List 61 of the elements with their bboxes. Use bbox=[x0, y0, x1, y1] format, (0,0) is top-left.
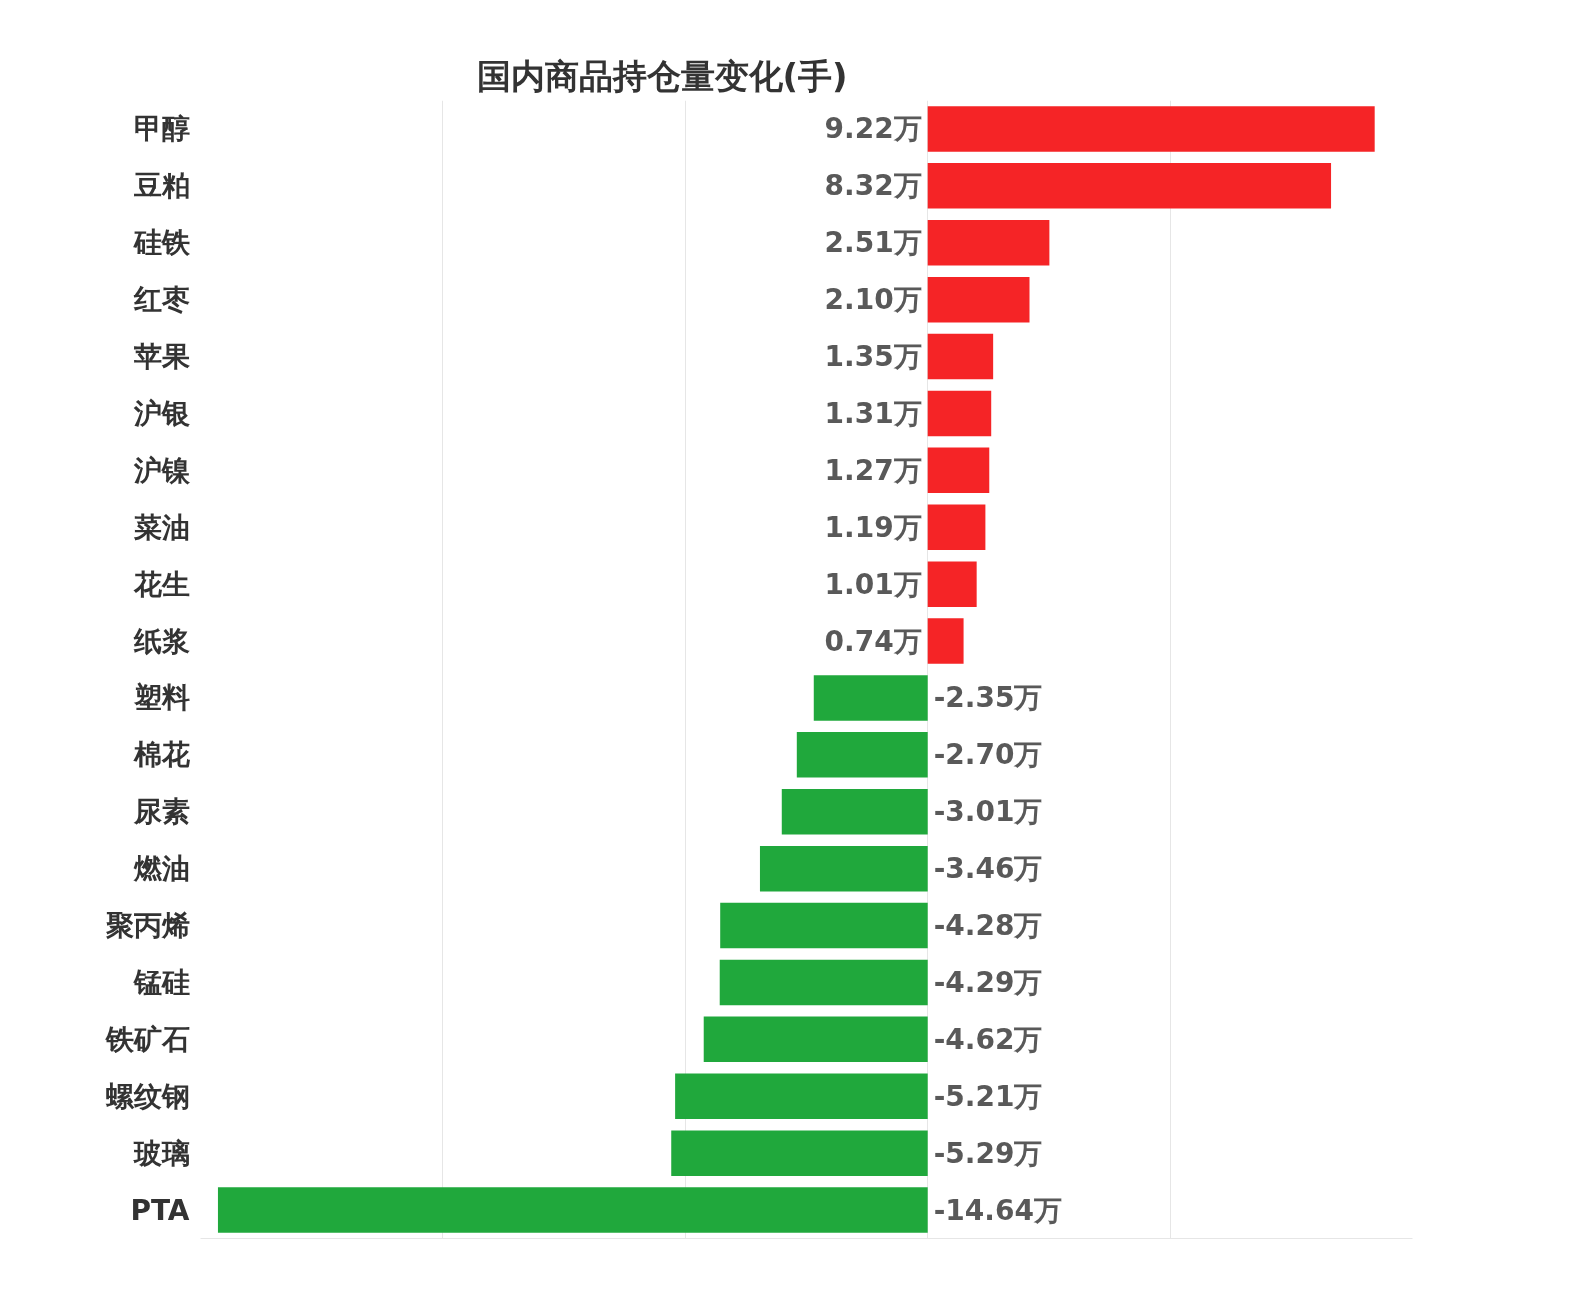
y-tick-label: 沪镍 bbox=[132, 453, 191, 487]
y-tick-label: 聚丙烯 bbox=[104, 909, 190, 943]
data-label: 1.19万 bbox=[824, 510, 922, 544]
data-label: -4.28万 bbox=[933, 909, 1043, 943]
y-tick-label: 甲醇 bbox=[133, 112, 190, 146]
y-tick-label: 沪银 bbox=[132, 396, 190, 430]
data-label: -4.62万 bbox=[933, 1022, 1043, 1056]
chart-title: 国内商品持仓量变化(手) bbox=[476, 55, 848, 96]
data-label: 9.22万 bbox=[824, 112, 922, 146]
data-label: -3.46万 bbox=[933, 852, 1043, 886]
bar bbox=[813, 675, 928, 721]
bar bbox=[703, 1016, 928, 1063]
y-tick-label: PTA bbox=[130, 1193, 190, 1227]
bar bbox=[719, 959, 928, 1006]
bar bbox=[927, 219, 1050, 266]
bar bbox=[927, 447, 990, 494]
bar bbox=[927, 106, 1375, 152]
bar bbox=[927, 276, 1030, 323]
data-label: 2.51万 bbox=[824, 226, 922, 260]
y-tick-label: 燃油 bbox=[132, 852, 190, 886]
y-tick-label: 硅铁 bbox=[132, 226, 191, 260]
y-tick-label: 苹果 bbox=[132, 340, 190, 374]
bar bbox=[927, 390, 992, 437]
data-label: 8.32万 bbox=[824, 169, 922, 203]
y-tick-label: 玻璃 bbox=[132, 1136, 190, 1170]
data-label: -5.21万 bbox=[933, 1079, 1043, 1113]
bar bbox=[671, 1130, 928, 1176]
data-label: 1.31万 bbox=[824, 396, 922, 430]
y-tick-label: 铁矿石 bbox=[104, 1022, 190, 1056]
data-label: 2.10万 bbox=[824, 283, 922, 317]
bar bbox=[759, 845, 928, 892]
data-label: -4.29万 bbox=[933, 965, 1043, 999]
bar bbox=[217, 1187, 928, 1233]
bar bbox=[927, 504, 986, 551]
bar bbox=[927, 561, 977, 607]
data-label: -2.70万 bbox=[933, 738, 1043, 772]
y-tick-label: 豆粕 bbox=[132, 169, 190, 203]
data-label: -2.35万 bbox=[933, 681, 1043, 715]
data-label: 1.27万 bbox=[824, 453, 922, 487]
data-label: 0.74万 bbox=[824, 624, 922, 658]
data-label: 1.35万 bbox=[824, 340, 922, 374]
bar bbox=[927, 163, 1332, 209]
y-tick-label: 尿素 bbox=[132, 795, 190, 829]
y-tick-label: 菜油 bbox=[132, 510, 190, 544]
bar bbox=[781, 788, 928, 835]
data-label: -3.01万 bbox=[933, 795, 1043, 829]
y-tick-label: 塑料 bbox=[132, 681, 190, 715]
data-label: -5.29万 bbox=[933, 1136, 1043, 1170]
data-label: 1.01万 bbox=[824, 567, 922, 601]
y-tick-label: 花生 bbox=[132, 567, 190, 601]
bar bbox=[796, 732, 928, 778]
bar bbox=[927, 333, 994, 380]
y-tick-label: 棉花 bbox=[132, 738, 190, 772]
data-label: -14.64万 bbox=[933, 1193, 1062, 1227]
y-tick-label: 红枣 bbox=[132, 283, 190, 317]
bar bbox=[927, 618, 964, 664]
bar bbox=[720, 902, 928, 949]
bar bbox=[675, 1073, 928, 1120]
y-tick-label: 纸浆 bbox=[132, 624, 190, 658]
y-tick-label: 螺纹钢 bbox=[104, 1079, 190, 1113]
y-tick-label: 锰硅 bbox=[132, 965, 190, 999]
